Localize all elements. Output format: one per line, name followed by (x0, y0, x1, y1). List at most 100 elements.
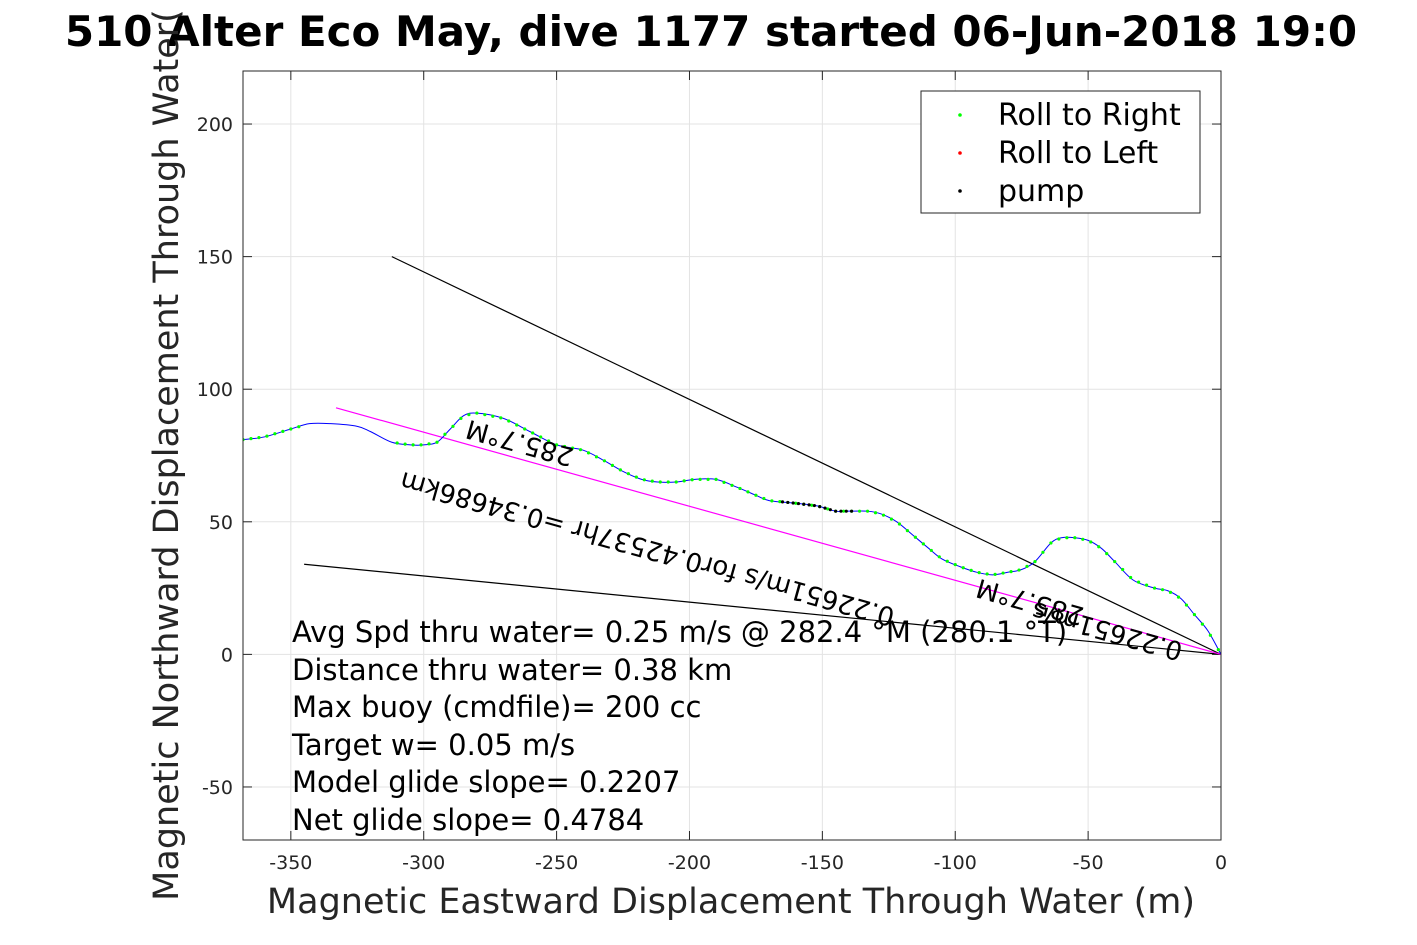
y-tick-label: 50 (209, 512, 233, 534)
roll-right-marker (905, 529, 910, 533)
roll-right-marker (754, 493, 758, 497)
roll-right-marker (706, 477, 710, 481)
roll-right-marker (1049, 541, 1053, 545)
roll-right-marker (459, 416, 463, 420)
y-axis-label: Magnetic Northward Displacement Through … (147, 9, 187, 901)
roll-right-marker (403, 442, 407, 446)
roll-right-marker (810, 503, 814, 507)
pump-marker (828, 508, 832, 512)
roll-right-marker (570, 446, 575, 450)
roll-right-marker (443, 432, 447, 436)
roll-right-marker (889, 517, 894, 521)
roll-right-marker (281, 429, 285, 433)
y-tick-label: 200 (197, 114, 233, 136)
annotation-net-glide: Net glide slope= 0.4784 (292, 803, 644, 837)
roll-right-marker (1041, 550, 1045, 554)
roll-right-marker (937, 555, 941, 559)
roll-right-marker (1001, 571, 1005, 575)
roll-right-marker (289, 427, 293, 431)
roll-right-marker (1208, 633, 1212, 637)
roll-right-marker (1113, 559, 1117, 564)
roll-right-marker (674, 480, 678, 484)
roll-right-marker (634, 475, 638, 479)
x-tick-label: -100 (934, 852, 977, 874)
pump-marker (812, 503, 816, 508)
roll-right-marker (1081, 537, 1085, 541)
roll-right-marker (778, 500, 782, 504)
roll-right-marker (562, 444, 567, 449)
roll-right-marker (1009, 570, 1013, 574)
roll-right-marker (1192, 613, 1197, 617)
pump-marker (823, 506, 827, 510)
plot-frame (242, 70, 1222, 841)
roll-right-marker (977, 571, 981, 575)
pump-marker (780, 500, 785, 504)
roll-right-marker (714, 477, 718, 481)
roll-right-marker (929, 548, 933, 553)
roll-right-marker (257, 436, 261, 440)
pump-marker (839, 509, 843, 513)
x-axis-label: Magnetic Eastward Displacement Through W… (267, 882, 1195, 922)
roll-right-marker (1184, 603, 1189, 607)
y-tick-label: 0 (221, 644, 233, 666)
roll-right-marker (1065, 536, 1069, 540)
roll-right-marker (730, 483, 734, 487)
legend-label-pump: pump (998, 174, 1084, 209)
legend-label-roll-left: Roll to Left (998, 136, 1158, 171)
roll-right-marker (953, 562, 957, 567)
roll-right-marker (523, 427, 527, 431)
roll-right-marker (842, 509, 846, 513)
roll-right-marker (1144, 583, 1149, 587)
roll-right-marker (273, 432, 277, 436)
roll-right-marker (297, 425, 301, 429)
pump-marker (844, 509, 848, 513)
chart-title: 510 Alter Eco May, dive 1177 started 06-… (65, 7, 1357, 56)
roll-right-marker (682, 479, 686, 483)
roll-right-marker (881, 513, 886, 517)
annotation-avg-speed: Avg Spd thru water= 0.25 m/s @ 282.4 °M … (292, 615, 1067, 649)
roll-right-marker (531, 431, 535, 435)
roll-right-marker (738, 486, 742, 491)
roll-right-marker (265, 434, 269, 438)
roll-right-marker (1073, 536, 1077, 540)
roll-right-marker (483, 413, 487, 417)
roll-right-marker (435, 440, 439, 444)
annotation-max-buoy: Max buoy (cmdfile)= 200 cc (292, 690, 701, 724)
roll-right-marker (1057, 537, 1061, 541)
x-tick-label: -300 (402, 852, 445, 874)
pump-marker (786, 500, 790, 505)
roll-right-marker (249, 436, 253, 441)
annotation-distance: Distance thru water= 0.38 km (292, 653, 732, 687)
roll-right-marker (873, 511, 878, 515)
roll-right-marker (897, 522, 902, 526)
roll-right-marker (1089, 540, 1093, 544)
roll-right-marker (618, 468, 622, 472)
roll-right-marker (1121, 567, 1125, 572)
pump-marker (834, 509, 838, 513)
legend-label-roll-right: Roll to Right (998, 98, 1181, 133)
roll-right-marker (475, 411, 479, 415)
roll-right-marker (1129, 575, 1133, 580)
y-tick-label: 150 (197, 247, 233, 269)
x-tick-label: -250 (535, 852, 578, 874)
roll-right-marker (650, 479, 654, 483)
ticks: -350 -300 -250 -200 -150 -100 -50 0 -50 0 50 100 150… (197, 71, 1227, 874)
roll-right-marker (1097, 545, 1101, 549)
roll-right-marker (770, 499, 774, 503)
pump-marker (796, 501, 801, 506)
x-tick-label: -50 (1073, 852, 1104, 874)
x-tick-label: 0 (1215, 852, 1227, 874)
annotation-target-w: Target w= 0.05 m/s (291, 728, 575, 762)
roll-right-marker (515, 423, 519, 427)
legend-box (920, 90, 1201, 214)
reference-line (304, 563, 1221, 655)
roll-right-marker (762, 496, 766, 501)
roll-right-marker (547, 439, 551, 443)
roll-right-marker (865, 509, 870, 513)
legend-marker-roll-left (958, 151, 962, 155)
roll-right-marker (1160, 588, 1165, 592)
roll-right-marker (826, 507, 830, 511)
roll-right-marker (1137, 580, 1141, 584)
roll-right-marker (451, 424, 455, 428)
